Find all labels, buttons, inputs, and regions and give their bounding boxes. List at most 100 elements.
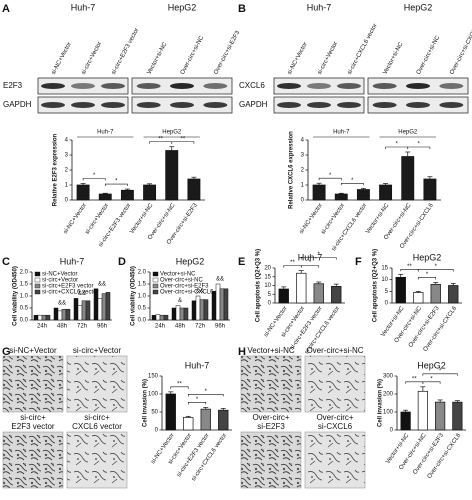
chart-title: Huh-7	[185, 360, 210, 370]
legend-label: si-circ+CXCL6 vector	[42, 290, 99, 296]
legend-label: si-NC+Vector	[42, 272, 78, 278]
blot-band	[203, 102, 228, 108]
y-tick-label: 0.0	[138, 318, 147, 324]
lane-label: Over-circ+si-NC	[180, 34, 206, 75]
y-tick-label: 50	[151, 410, 158, 416]
image-caption: si-circ+Vector	[73, 346, 122, 355]
legend-swatch	[34, 271, 41, 277]
panel-label: F	[355, 256, 362, 268]
x-tick-label: si-circ+CXCL6 vector	[191, 433, 228, 483]
y-tick-label: 5	[268, 292, 272, 298]
bar	[165, 393, 176, 431]
significance-bracket	[318, 177, 342, 181]
micrograph	[2, 431, 64, 489]
x-tick-label: Over-circ+si-E2F3	[412, 432, 445, 476]
legend-label: si-circ+E2F3 vector	[42, 284, 94, 290]
bar	[163, 314, 169, 321]
bar	[400, 411, 411, 431]
image-caption: Over-circ+	[252, 413, 289, 422]
significance-label: *	[318, 252, 321, 258]
significance-label: *	[395, 142, 398, 148]
micrograph	[2, 355, 64, 413]
y-axis-label: Cell apoptosis (Q2+Q3 %)	[373, 249, 379, 322]
significance-label: *	[93, 173, 96, 179]
x-tick-label: 24h	[155, 324, 165, 330]
chart-title: HepG2	[413, 252, 442, 262]
bar	[159, 314, 165, 321]
x-tick-label: 96h	[97, 324, 107, 330]
significance-label: *	[329, 173, 332, 179]
blot-band	[277, 102, 301, 108]
bar	[187, 178, 201, 201]
y-tick-label: 200	[383, 392, 394, 398]
y-tick-label: 100	[383, 410, 394, 416]
bar	[73, 298, 79, 321]
image-caption: si-circ+	[84, 413, 110, 422]
significance-label: *	[309, 260, 312, 266]
micrograph	[66, 355, 128, 413]
micrograph	[240, 431, 302, 489]
image-caption: si-NC+Vector	[9, 346, 57, 355]
significance-bracket	[407, 146, 431, 149]
bar	[223, 288, 229, 321]
blot-band	[101, 83, 125, 89]
bar	[430, 283, 441, 304]
legend-label: Over-circ+si-CXCL6	[160, 290, 214, 296]
x-tick-label: 24h	[37, 324, 47, 330]
significance-bracket	[417, 277, 437, 280]
protein-label: CXCL6	[239, 81, 265, 90]
significance-bracket	[104, 183, 128, 187]
image-caption: Vector+si-NC	[247, 346, 295, 355]
y-tick-label: 1.5	[138, 282, 147, 288]
y-tick-label: 100	[148, 392, 159, 398]
y-tick-label: 4	[301, 138, 305, 144]
image-caption: CXCL6 vector	[72, 422, 122, 431]
bar	[215, 283, 221, 321]
significance-bracket	[187, 402, 207, 405]
blot-band	[337, 102, 361, 108]
x-tick-label: Over-circ+si-CXCL6	[423, 305, 459, 353]
significance-label: &&	[78, 291, 86, 297]
y-axis-label: Cell invasion (%)	[378, 379, 384, 427]
bar	[57, 310, 63, 321]
y-tick-label: 20	[264, 266, 271, 272]
bar	[76, 184, 90, 201]
legend-label: si-circ+Vector	[42, 278, 78, 284]
group-label: Huh-7	[333, 130, 350, 136]
y-axis-label: Relative CXCL6 expression	[289, 131, 295, 209]
blot-band	[71, 102, 95, 108]
blot-band	[406, 83, 430, 89]
legend-swatch	[34, 277, 41, 283]
significance-label: **	[290, 260, 295, 266]
bar	[191, 300, 197, 321]
bar	[175, 305, 181, 321]
panel-label: B	[238, 3, 246, 15]
micrograph	[304, 355, 366, 413]
y-tick-label: 0	[385, 301, 389, 307]
x-tick-label: 48h	[57, 324, 67, 330]
x-tick-label: 72h	[77, 324, 87, 330]
significance-label: *	[426, 272, 429, 278]
significance-bracket	[340, 183, 364, 186]
lane-label: si-NC+Vector	[287, 42, 309, 76]
bar	[423, 178, 437, 201]
bar	[448, 285, 459, 304]
cell-line-label: HepG2	[168, 2, 197, 12]
significance-bracket	[300, 257, 337, 260]
lane-label: si-circ+E2F3 vector	[111, 27, 140, 75]
significance-label: *	[205, 389, 208, 395]
x-tick-label: 48h	[175, 324, 185, 330]
y-tick-label: 1.0	[138, 294, 147, 300]
image-caption: Over-circ+si-NC	[306, 346, 363, 355]
image-caption: si-CXCL6	[318, 422, 353, 431]
bar	[81, 300, 87, 321]
significance-bracket	[170, 386, 189, 389]
y-tick-label: 10	[381, 277, 388, 283]
bar	[41, 314, 47, 321]
panel-label: E	[238, 256, 245, 268]
bar	[417, 390, 428, 431]
significance-label: **	[180, 136, 185, 142]
bar	[45, 314, 51, 321]
bar	[199, 299, 205, 321]
y-tick-label: 15	[264, 274, 271, 280]
